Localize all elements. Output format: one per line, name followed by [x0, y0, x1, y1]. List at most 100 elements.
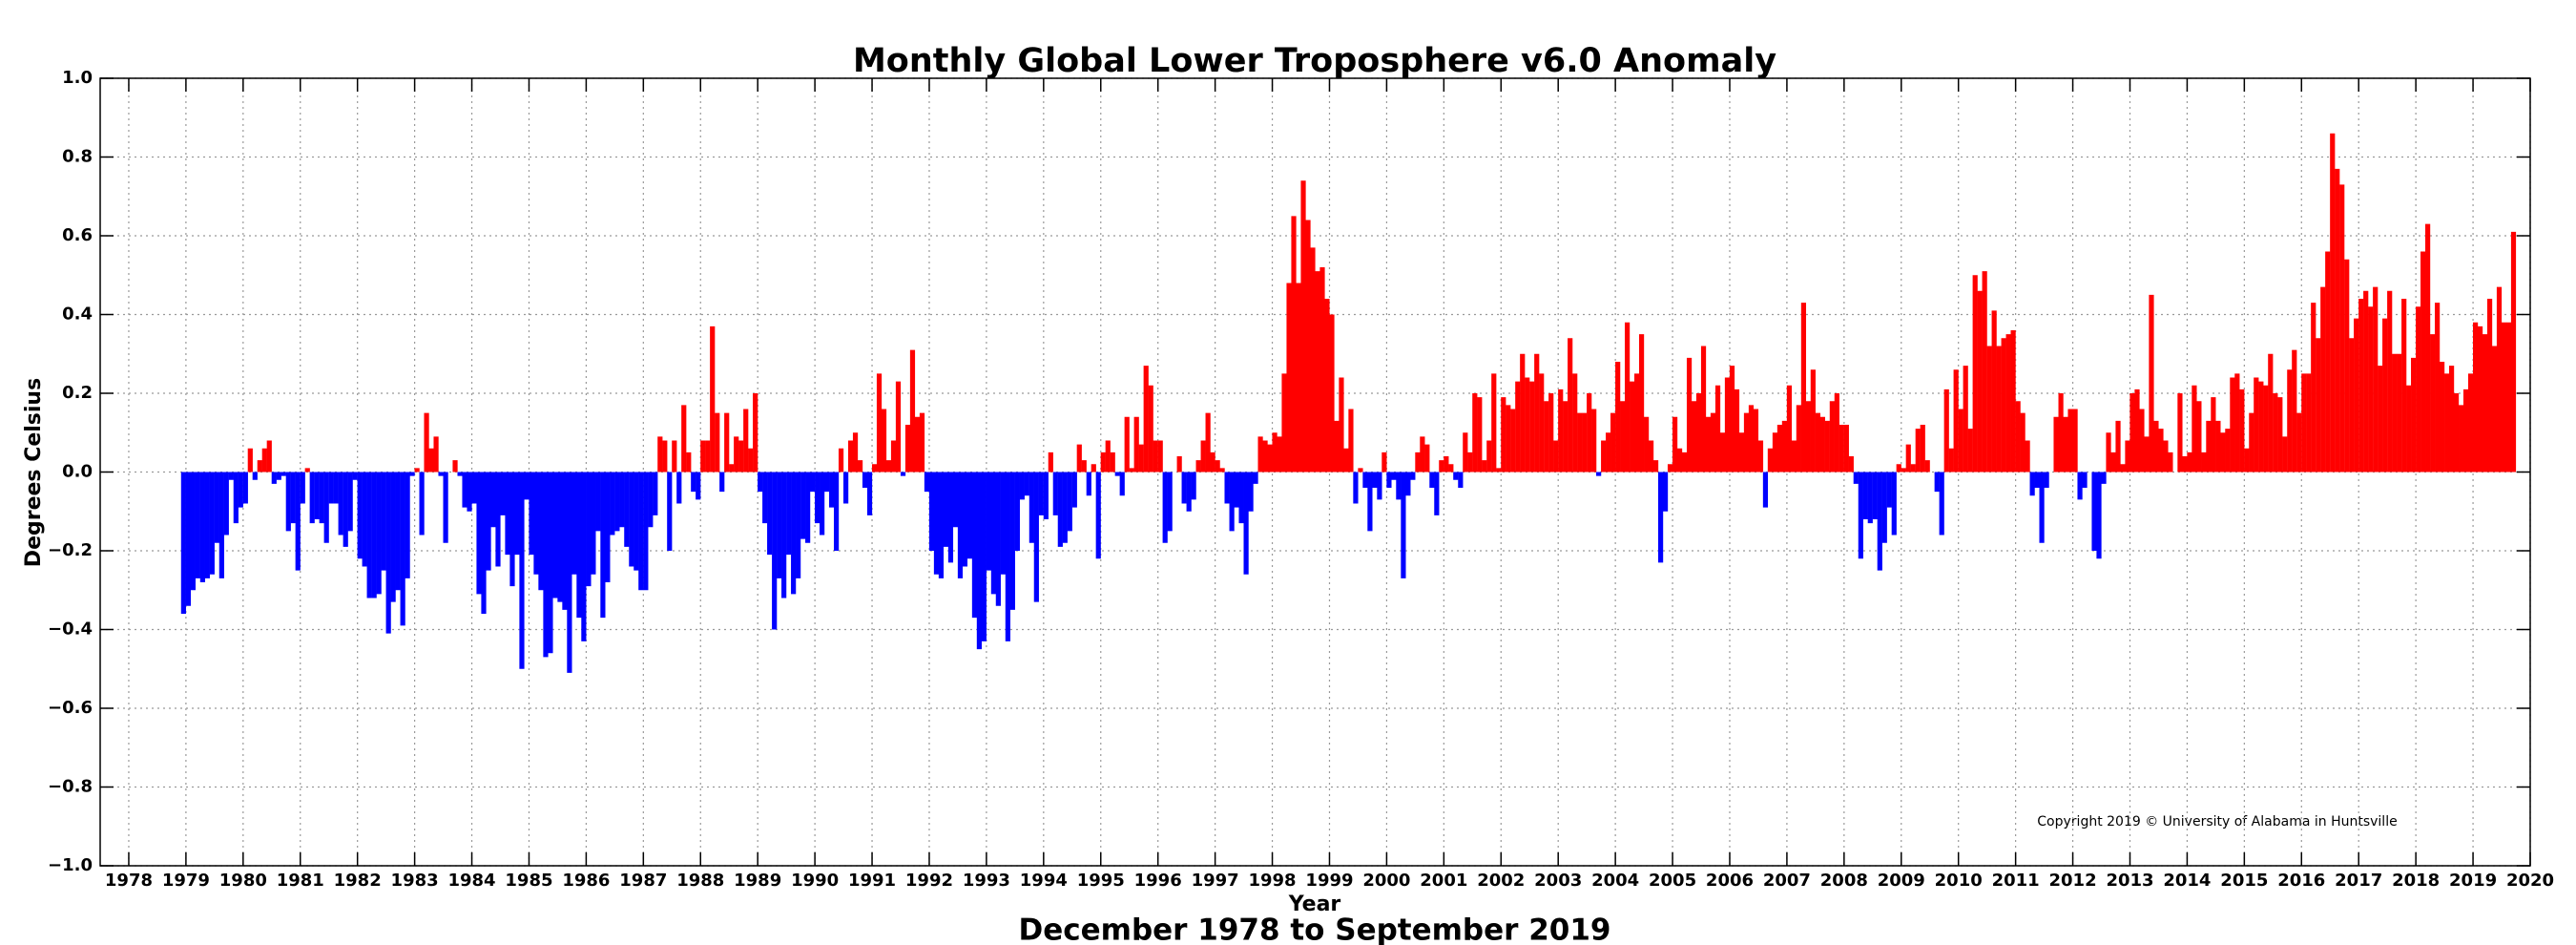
bar: [1606, 432, 1611, 472]
bar: [519, 472, 525, 669]
y-tick-label: −1.0: [48, 855, 93, 875]
bar: [2201, 452, 2207, 472]
bar: [290, 472, 296, 524]
bar: [2010, 330, 2016, 472]
bar: [1439, 460, 1444, 472]
bar: [2125, 440, 2130, 472]
bar: [266, 440, 272, 472]
bar: [2505, 322, 2512, 472]
y-axis-label: Degrees Celsius: [22, 378, 46, 567]
bar: [257, 460, 262, 472]
bar: [1972, 275, 1978, 472]
bar: [1401, 472, 1406, 578]
bar: [2296, 412, 2302, 472]
bar: [881, 409, 887, 472]
bar: [1672, 416, 1678, 472]
bar: [1210, 452, 1215, 472]
bar: [1319, 267, 1325, 472]
bar: [271, 472, 277, 484]
y-tick-label: 0.2: [62, 383, 93, 403]
bar: [767, 472, 773, 556]
bar: [2354, 318, 2359, 472]
bar: [1948, 448, 1954, 472]
bar: [1424, 444, 1430, 472]
bar: [777, 472, 782, 578]
bar: [691, 472, 696, 493]
bar: [2496, 286, 2503, 472]
y-tick-label: −0.2: [48, 540, 93, 560]
bar: [1568, 338, 1573, 472]
bar: [1724, 377, 1731, 472]
bar: [1967, 429, 1973, 472]
bar: [1434, 472, 1440, 515]
bar: [2397, 353, 2402, 472]
bar: [1705, 416, 1712, 472]
bar: [1681, 452, 1688, 472]
bar: [1310, 247, 1316, 472]
bars-layer: [180, 133, 2517, 673]
x-axis-label: Year: [1288, 892, 1341, 916]
bar: [966, 472, 973, 559]
bar: [2325, 251, 2331, 472]
bar: [1515, 381, 1521, 472]
bar: [1572, 373, 1578, 472]
x-tick-label: 2006: [1706, 871, 1754, 891]
bar: [1848, 456, 1854, 472]
bar: [1525, 377, 1530, 472]
y-tick-label: 0.8: [62, 147, 93, 167]
bar: [1853, 472, 1859, 484]
bar: [1477, 397, 1483, 472]
bar: [743, 409, 749, 472]
bar: [1329, 314, 1335, 472]
bar: [1396, 472, 1402, 500]
bar: [2101, 472, 2107, 484]
bar: [1124, 416, 1130, 472]
bar: [405, 472, 410, 578]
bar: [1652, 460, 1659, 472]
bar: [543, 472, 549, 658]
bar: [957, 472, 964, 578]
x-tick-label: 2000: [1362, 871, 1410, 891]
bar: [1138, 444, 1144, 472]
bar: [1743, 412, 1750, 472]
bar: [1076, 444, 1082, 472]
bar: [800, 472, 806, 539]
x-tick-label: 2010: [1935, 871, 1983, 891]
bar: [924, 472, 930, 493]
bar: [1272, 432, 1278, 472]
bar: [2230, 377, 2235, 472]
bar: [1657, 472, 1664, 563]
bar: [2001, 338, 2006, 472]
bar: [333, 472, 339, 504]
y-tick-label: 1.0: [62, 68, 93, 88]
bar: [438, 472, 444, 476]
bar: [1277, 436, 1282, 472]
y-tick-label: −0.4: [48, 620, 93, 640]
bar: [581, 472, 587, 641]
bar: [2149, 294, 2154, 472]
bar: [304, 468, 310, 472]
bar: [1710, 412, 1716, 472]
bar: [1810, 369, 1816, 472]
bar: [2129, 393, 2135, 472]
bar: [1872, 472, 1878, 519]
bar: [2206, 420, 2212, 472]
bar: [1238, 472, 1244, 524]
bar: [815, 472, 821, 524]
bar: [1305, 220, 1311, 472]
bar: [328, 472, 334, 504]
bar: [857, 460, 863, 472]
bar: [1667, 464, 1673, 472]
bar: [586, 472, 592, 587]
bar: [1186, 472, 1192, 512]
bar: [1343, 448, 1349, 472]
x-tick-label: 1996: [1134, 871, 1182, 891]
bar: [1153, 440, 1158, 472]
bar: [223, 472, 229, 536]
bar: [1033, 472, 1039, 602]
bar: [1786, 385, 1793, 472]
x-tick-label: 1999: [1305, 871, 1353, 891]
x-tick-label: 1986: [562, 871, 610, 891]
bar: [928, 472, 935, 551]
bar: [1553, 440, 1559, 472]
